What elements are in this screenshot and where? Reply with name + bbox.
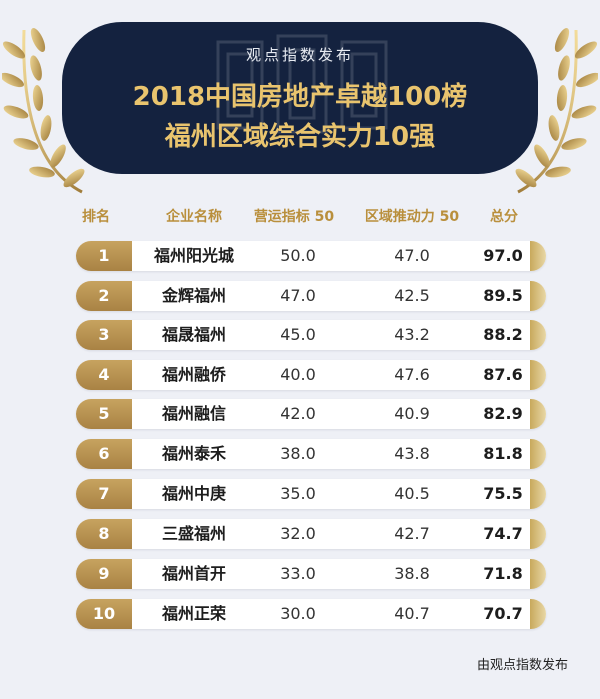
ops-score: 38.0 [280, 444, 316, 463]
table-row: 8 三盛福州 32.0 42.7 74.7 [76, 519, 546, 549]
push-score: 40.5 [394, 484, 430, 503]
push-score: 47.6 [394, 365, 430, 384]
rank-badge: 4 [76, 360, 132, 390]
table-row: 7 福州中庚 35.0 40.5 75.5 [76, 479, 546, 509]
ops-score: 45.0 [280, 325, 316, 344]
total-score: 97.0 [483, 246, 523, 265]
ops-score: 33.0 [280, 564, 316, 583]
company-name: 三盛福州 [161, 524, 226, 543]
subtitle: 观点指数发布 [245, 46, 354, 64]
total-score: 82.9 [483, 404, 523, 423]
company-name: 福州首开 [161, 564, 226, 583]
row-background [76, 320, 546, 350]
ops-score: 30.0 [280, 604, 316, 623]
total-score: 89.5 [483, 286, 523, 305]
row-background [76, 281, 546, 311]
row-background [76, 399, 546, 429]
company-name: 福州融侨 [161, 365, 226, 384]
push-score: 43.2 [394, 325, 430, 344]
ops-score: 40.0 [280, 365, 316, 384]
ops-score: 35.0 [280, 484, 316, 503]
row-background [76, 241, 546, 271]
column-header-ops: 营运指标 50 [253, 209, 335, 225]
row-background [76, 360, 546, 390]
table-row: 10 福州正荣 30.0 40.7 70.7 [76, 599, 546, 629]
title-line-1: 2018中国房地产卓越100榜 [132, 82, 468, 112]
push-score: 40.9 [394, 404, 430, 423]
push-score: 42.7 [394, 524, 430, 543]
total-score: 70.7 [483, 604, 523, 623]
table-row: 6 福州泰禾 38.0 43.8 81.8 [76, 439, 546, 469]
rank-badge: 1 [76, 241, 132, 271]
column-header-push: 区域推动力 50 [364, 209, 460, 225]
rank-badge: 6 [76, 439, 132, 469]
rank-badge: 2 [76, 281, 132, 311]
company-name: 福州泰禾 [161, 444, 226, 463]
table-row: 2 金辉福州 47.0 42.5 89.5 [76, 281, 546, 311]
table-row: 1 福州阳光城 50.0 47.0 97.0 [76, 241, 546, 271]
logo-watermark-icon [216, 34, 388, 134]
total-score: 74.7 [483, 524, 523, 543]
table-row: 3 福晟福州 45.0 43.2 88.2 [76, 320, 546, 350]
total-score: 75.5 [483, 484, 523, 503]
company-name: 金辉福州 [161, 286, 226, 305]
table-row: 9 福州首开 33.0 38.8 71.8 [76, 559, 546, 589]
ops-score: 47.0 [280, 286, 316, 305]
rank-badge: 8 [76, 519, 132, 549]
footer-credit: 由观点指数发布 [476, 658, 568, 673]
row-background [76, 599, 546, 629]
row-background [76, 559, 546, 589]
ops-score: 50.0 [280, 246, 316, 265]
rank-badge: 5 [76, 399, 132, 429]
push-score: 42.5 [394, 286, 430, 305]
column-header-name: 企业名称 [166, 209, 222, 225]
laurel-left-icon [2, 28, 85, 194]
rank-badge: 10 [76, 599, 132, 629]
company-name: 福州阳光城 [153, 246, 234, 265]
table-row: 5 福州融信 42.0 40.9 82.9 [76, 399, 546, 429]
total-score: 81.8 [483, 444, 523, 463]
company-name: 福州中庚 [161, 484, 226, 503]
company-name: 福州正荣 [161, 604, 226, 623]
column-header-total: 总分 [490, 209, 518, 225]
total-score: 87.6 [483, 365, 523, 384]
total-score: 88.2 [483, 325, 523, 344]
title-line-2: 福州区域综合实力10强 [164, 122, 436, 152]
rank-badge: 9 [76, 559, 132, 589]
push-score: 43.8 [394, 444, 430, 463]
push-score: 47.0 [394, 246, 430, 265]
ops-score: 32.0 [280, 524, 316, 543]
row-background [76, 519, 546, 549]
row-background [76, 479, 546, 509]
table-row: 4 福州融侨 40.0 47.6 87.6 [76, 360, 546, 390]
column-header-rank: 排名 [82, 209, 110, 225]
rank-badge: 7 [76, 479, 132, 509]
laurel-right-icon [515, 28, 598, 194]
company-name: 福晟福州 [161, 325, 226, 344]
row-background [76, 439, 546, 469]
push-score: 40.7 [394, 604, 430, 623]
total-score: 71.8 [483, 564, 523, 583]
rank-badge: 3 [76, 320, 132, 350]
ops-score: 42.0 [280, 404, 316, 423]
company-name: 福州融信 [161, 404, 226, 423]
push-score: 38.8 [394, 564, 430, 583]
header-banner: 观点指数发布 2018中国房地产卓越100榜 福州区域综合实力10强 [62, 22, 538, 174]
